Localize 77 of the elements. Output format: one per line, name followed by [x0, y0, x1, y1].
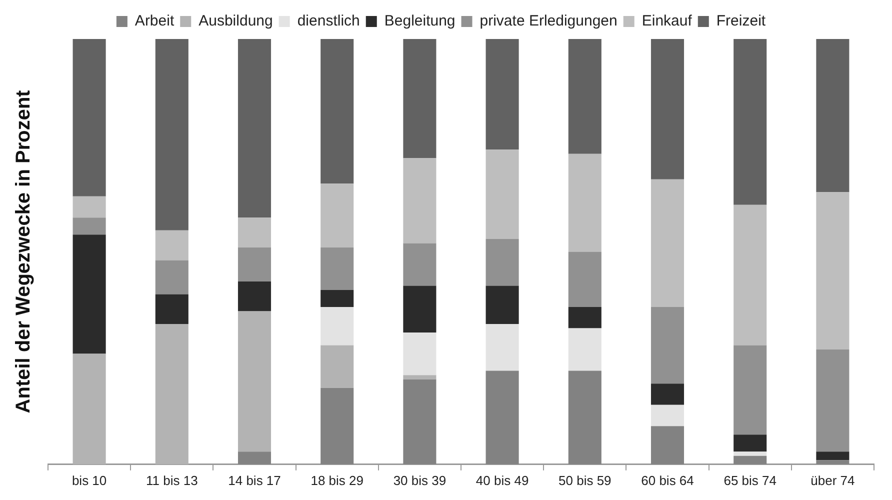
- bar: [320, 345, 354, 388]
- bar: [568, 328, 602, 371]
- bar: [650, 39, 684, 180]
- bar: [650, 307, 684, 384]
- bar: [320, 388, 354, 464]
- bar: [320, 39, 354, 184]
- bar: [155, 39, 188, 230]
- bar: [403, 286, 436, 333]
- bar: [734, 345, 767, 435]
- legend-label: Ausbildung: [198, 12, 273, 30]
- bar: [486, 286, 519, 324]
- bar: [650, 404, 684, 426]
- legend-label: Arbeit: [134, 12, 175, 30]
- bar: [734, 452, 767, 456]
- bar: [486, 39, 519, 150]
- x-tick-label: 40 bis 49: [476, 472, 529, 488]
- bar: [734, 204, 767, 346]
- legend-label: Einkauf: [642, 12, 693, 30]
- bar: [568, 154, 602, 252]
- bar: [320, 184, 354, 248]
- bar: [816, 460, 850, 464]
- y-axis-title: Anteil der Wegezwecke in Prozent: [12, 90, 35, 414]
- bar: [238, 39, 272, 218]
- x-tick-label: 14 bis 17: [228, 472, 281, 488]
- bar: [238, 281, 272, 312]
- x-tick-label: 60 bis 64: [641, 472, 694, 488]
- bar: [72, 218, 106, 235]
- legend-label: Begleitung: [384, 12, 456, 30]
- legend-label: dienstlich: [297, 12, 360, 30]
- bar: [650, 179, 684, 307]
- bar: [72, 39, 106, 196]
- bar: [403, 39, 436, 158]
- bar: [486, 324, 519, 371]
- bar: [403, 243, 436, 286]
- bar: [568, 370, 602, 464]
- bar: [320, 290, 354, 307]
- bar: [486, 370, 519, 464]
- bar: [486, 150, 519, 239]
- bar: [320, 307, 354, 346]
- bar: [72, 354, 106, 464]
- bar: [403, 158, 436, 244]
- bar: [816, 350, 850, 452]
- bar: [238, 247, 272, 282]
- bar: [238, 218, 272, 248]
- bar: [650, 384, 684, 405]
- legend-label: private Erledigungen: [480, 12, 618, 30]
- bar: [734, 456, 767, 464]
- x-tick-label: bis 10: [72, 472, 107, 488]
- bar: [403, 332, 436, 376]
- bar: [238, 452, 272, 464]
- bar: [568, 252, 602, 307]
- bar: [72, 234, 106, 354]
- bar: [155, 324, 188, 464]
- bar: [650, 426, 684, 464]
- x-tick-label: 50 bis 59: [558, 472, 612, 488]
- bar: [816, 39, 850, 192]
- bar: [238, 311, 272, 452]
- x-tick-label: über 74: [810, 472, 855, 488]
- bar: [816, 192, 850, 350]
- x-tick-label: 65 bis 74: [724, 472, 776, 488]
- x-tick-label: 18 bis 29: [310, 472, 364, 488]
- bar: [320, 247, 354, 290]
- legend-label: Freizeit: [716, 12, 766, 30]
- bar: [568, 307, 602, 328]
- bar: [155, 260, 188, 294]
- bar: [734, 39, 767, 205]
- bar: [568, 39, 602, 154]
- bar: [403, 379, 436, 464]
- bar: [72, 196, 106, 218]
- x-tick-label: 11 bis 13: [146, 472, 198, 488]
- bar: [734, 434, 767, 452]
- bar: [155, 230, 188, 260]
- bar: [816, 452, 850, 460]
- x-tick-label: 30 bis 39: [393, 472, 446, 488]
- bar: [403, 375, 436, 380]
- bar: [155, 294, 188, 324]
- bar: [486, 238, 519, 286]
